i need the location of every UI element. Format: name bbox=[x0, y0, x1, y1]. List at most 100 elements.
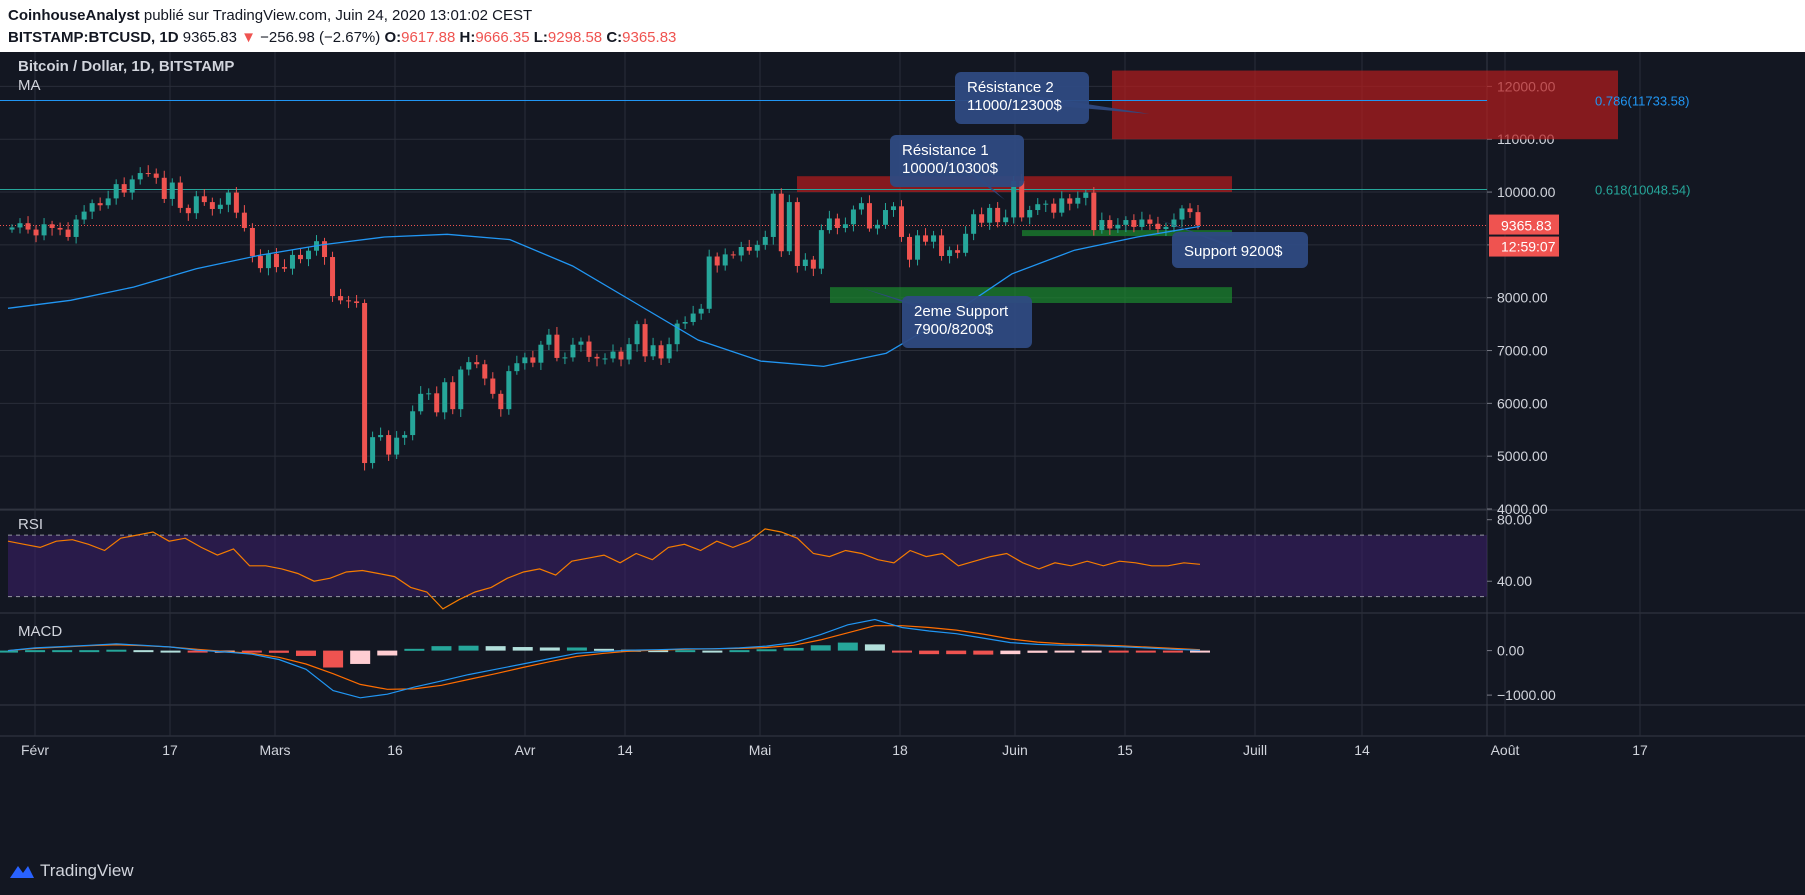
macd-histogram-bar bbox=[241, 650, 262, 653]
chart-canvas[interactable]: Févr 17 Mars 16 Avr 14 Mai 18 Juin 15 Juill 14 Août 1… bbox=[0, 52, 1805, 849]
candle-body bbox=[899, 206, 904, 237]
symbol-info: BITSTAMP:BTCUSD, 1D 9365.83 ▼ −256.98 (−… bbox=[8, 29, 676, 46]
candle-body bbox=[41, 224, 47, 236]
candle-body bbox=[939, 235, 945, 256]
macd-histogram-bar bbox=[648, 650, 669, 653]
candle-body bbox=[690, 313, 696, 323]
zone-support-1 bbox=[1022, 230, 1232, 237]
candle-body bbox=[177, 182, 183, 208]
ma-indicator-title: MA bbox=[18, 77, 41, 94]
author-name[interactable]: CoinhouseAnalyst bbox=[8, 7, 140, 24]
candle-body bbox=[354, 301, 360, 303]
candle-body bbox=[153, 173, 159, 178]
candle-body bbox=[474, 362, 480, 365]
candle-body bbox=[714, 256, 720, 266]
open-label: O: bbox=[384, 29, 402, 46]
candle-body bbox=[1163, 226, 1169, 230]
candle-body bbox=[17, 223, 23, 228]
publish-info: CoinhouseAnalyst publié sur TradingView.… bbox=[8, 7, 532, 24]
candle-body bbox=[955, 250, 961, 253]
candle-body bbox=[923, 235, 929, 242]
candle-body bbox=[947, 250, 953, 256]
candle-body bbox=[73, 219, 79, 237]
candle-body bbox=[1019, 180, 1025, 218]
x-tick-label: 16 bbox=[387, 742, 403, 758]
x-tick-label: Juin bbox=[1002, 742, 1028, 758]
rsi-tick-label: 80.00 bbox=[1497, 512, 1532, 528]
candle-body bbox=[442, 382, 448, 413]
candle-body bbox=[1155, 223, 1161, 230]
candle-body bbox=[738, 246, 744, 256]
macd-histogram-bar bbox=[892, 650, 912, 653]
x-tick-label: Avr bbox=[515, 742, 536, 758]
macd-histogram-bar bbox=[133, 650, 154, 653]
low-label: L: bbox=[533, 29, 548, 46]
candle-body bbox=[306, 250, 311, 260]
candle-body bbox=[450, 382, 456, 410]
macd-histogram-bar bbox=[25, 650, 46, 653]
candle-body bbox=[185, 207, 191, 214]
candle-body bbox=[642, 324, 648, 357]
tradingview-brand[interactable]: TradingView bbox=[40, 861, 134, 880]
candle-body bbox=[522, 357, 528, 364]
rsi-tick-label: 40.00 bbox=[1497, 573, 1532, 589]
candle-body bbox=[618, 351, 624, 360]
candle-body bbox=[113, 184, 119, 199]
last-price: 9365.83 bbox=[182, 29, 237, 46]
candle-body bbox=[1107, 220, 1113, 229]
y-tick-label: 7000.00 bbox=[1497, 343, 1548, 359]
down-arrow-icon: ▼ bbox=[241, 29, 256, 46]
candle-body bbox=[754, 244, 760, 251]
candle-body bbox=[506, 371, 512, 410]
candle-body bbox=[434, 393, 440, 413]
y-tick-label: 6000.00 bbox=[1497, 395, 1548, 411]
candle-body bbox=[1083, 192, 1089, 198]
candle-body bbox=[105, 198, 111, 206]
candle-body bbox=[746, 246, 752, 251]
candle-body bbox=[257, 255, 263, 269]
candle-body bbox=[81, 211, 87, 220]
x-tick-label: 17 bbox=[1632, 742, 1648, 758]
high-value: 9666.35 bbox=[475, 29, 530, 46]
candle-body bbox=[370, 437, 376, 464]
annotation-resistance-2-box bbox=[955, 72, 1089, 124]
symbol-name[interactable]: BITSTAMP:BTCUSD, 1D bbox=[8, 29, 179, 46]
tradingview-logo-icon[interactable] bbox=[8, 861, 36, 881]
candle-body bbox=[289, 254, 295, 269]
candle-body bbox=[297, 254, 303, 260]
candle-body bbox=[802, 259, 808, 267]
candle-body bbox=[794, 202, 800, 267]
candle-body bbox=[322, 241, 328, 258]
close-label: C: bbox=[606, 29, 623, 46]
x-tick-label: Févr bbox=[21, 742, 49, 758]
macd-histogram-bar bbox=[864, 644, 885, 651]
annotation-resistance-1-line2: 10000/10300$ bbox=[902, 160, 999, 177]
annotation-resistance-1-box bbox=[890, 135, 1024, 187]
annotation-support-2-line1: 2eme Support bbox=[914, 303, 1009, 320]
candle-body bbox=[1187, 208, 1193, 213]
footer: TradingView bbox=[0, 849, 1805, 895]
candle-body bbox=[834, 218, 840, 228]
candle-body bbox=[578, 341, 584, 345]
candle-body bbox=[826, 218, 832, 231]
y-tick-label: 5000.00 bbox=[1497, 448, 1548, 464]
macd-line bbox=[7, 618, 1201, 699]
candle-body bbox=[987, 207, 993, 223]
rsi-pane-title: RSI bbox=[18, 516, 43, 533]
candle-body bbox=[201, 196, 207, 203]
candle-body bbox=[9, 227, 15, 230]
candle-body bbox=[1099, 220, 1105, 231]
candle-body bbox=[971, 214, 977, 234]
price-change: −256.98 (−2.67%) bbox=[260, 29, 381, 46]
candle-body bbox=[770, 193, 776, 237]
candle-body bbox=[490, 378, 496, 394]
candle-body bbox=[89, 203, 95, 212]
candle-body bbox=[1115, 224, 1121, 229]
candle-body bbox=[233, 192, 239, 213]
candle-body bbox=[402, 435, 408, 438]
macd-tick-label: 0.00 bbox=[1497, 643, 1524, 659]
candle-body bbox=[730, 254, 736, 256]
candle-body bbox=[570, 344, 576, 358]
candle-body bbox=[722, 254, 728, 266]
candle-body bbox=[378, 435, 384, 438]
